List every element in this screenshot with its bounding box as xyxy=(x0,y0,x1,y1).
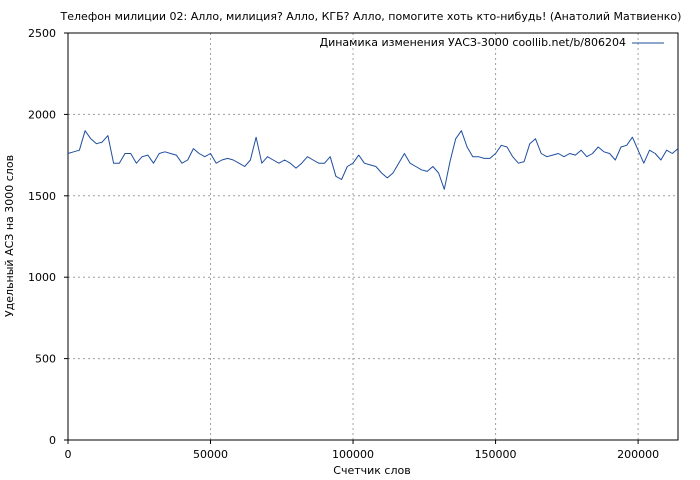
y-tick-label: 2500 xyxy=(28,27,56,40)
y-tick-label: 500 xyxy=(35,353,56,366)
y-tick-label: 0 xyxy=(49,434,56,447)
y-tick-label: 1500 xyxy=(28,190,56,203)
grid xyxy=(68,33,678,440)
y-axis-label: Удельный АСЗ на 3000 слов xyxy=(3,155,16,317)
x-tick-label: 50000 xyxy=(193,448,228,461)
axis-ticks: 0 50000 100000 150000 200000 0 500 1000 1500 2000… xyxy=(28,27,659,461)
legend-label: Динамика изменения УАСЗ-3000 coollib.net… xyxy=(320,36,627,49)
plot-frame xyxy=(67,32,679,441)
chart-title: Телефон милиции 02: Алло, милиция? Алло,… xyxy=(60,10,682,23)
x-axis-label: Счетчик слов xyxy=(333,464,410,477)
x-tick-label: 100000 xyxy=(332,448,374,461)
series-layer xyxy=(67,130,679,190)
y-tick-label: 2000 xyxy=(28,108,56,121)
y-tick-label: 1000 xyxy=(28,271,56,284)
legend: Динамика изменения УАСЗ-3000 coollib.net… xyxy=(320,36,664,49)
x-tick-label: 200000 xyxy=(617,448,659,461)
x-tick-label: 150000 xyxy=(475,448,517,461)
series-line xyxy=(67,130,679,190)
x-tick-label: 0 xyxy=(65,448,72,461)
